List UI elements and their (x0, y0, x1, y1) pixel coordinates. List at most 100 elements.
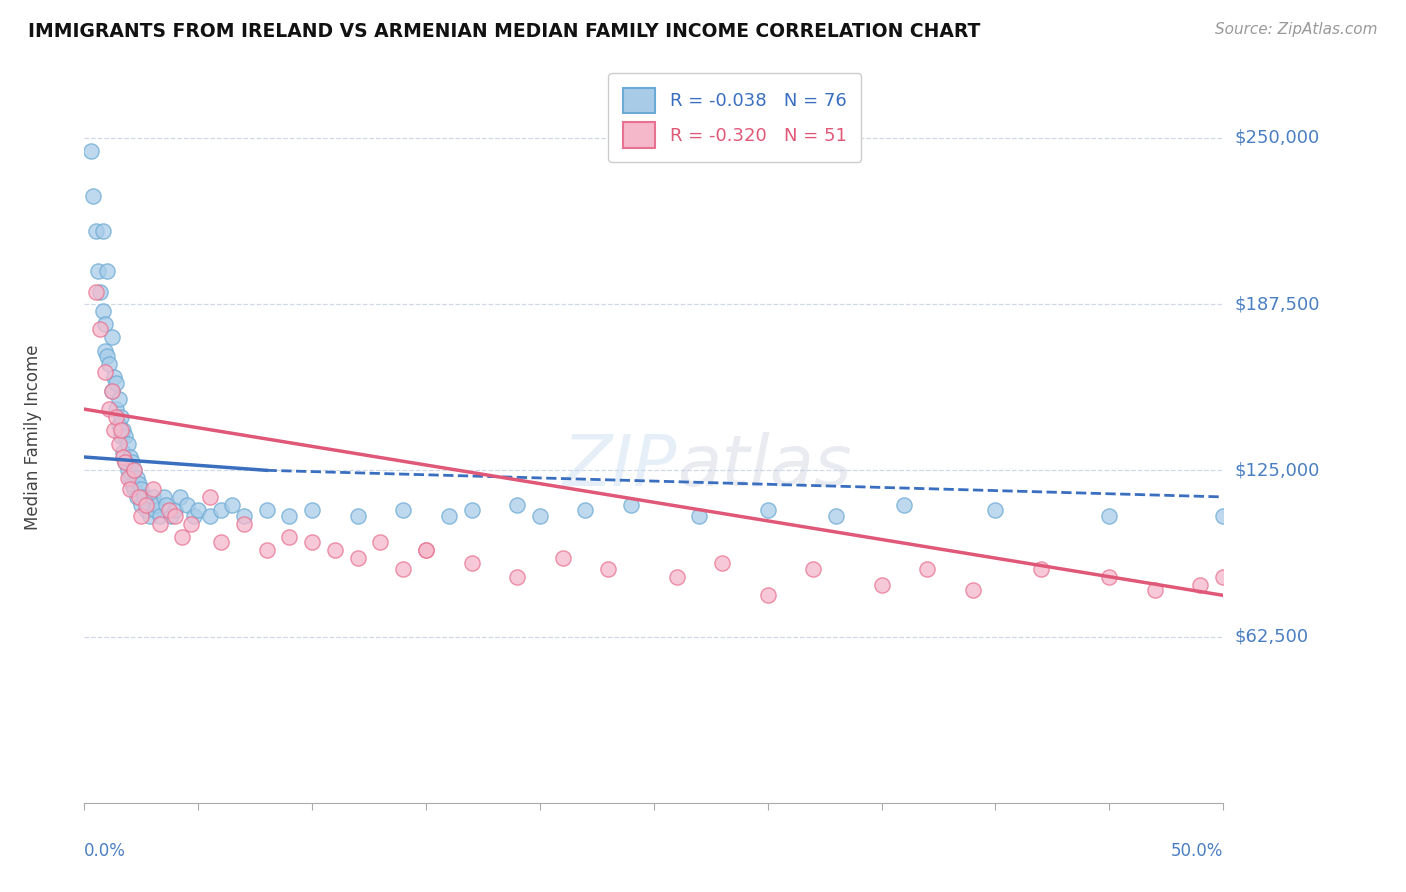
Point (301, 503, 323, 517)
Point (148, 516, 170, 531)
Point (415, 543, 437, 558)
Point (135, 503, 157, 517)
Point (392, 503, 415, 517)
Point (125, 471, 148, 485)
Point (529, 508, 551, 523)
Point (112, 424, 135, 438)
Point (82, 189, 104, 203)
Point (105, 402, 128, 417)
Point (370, 535, 392, 549)
Point (232, 516, 254, 531)
Point (121, 476, 143, 491)
Point (198, 490, 221, 504)
Point (256, 543, 278, 558)
Point (98, 402, 121, 417)
Text: Median Family Income: Median Family Income (24, 344, 42, 530)
Point (105, 410, 128, 425)
Point (415, 543, 437, 558)
Point (114, 455, 136, 469)
Point (112, 444, 135, 458)
Point (142, 490, 165, 504)
Point (915, 562, 938, 576)
Point (80, 144, 103, 158)
Text: $187,500: $187,500 (1234, 295, 1320, 313)
Point (91, 224, 114, 238)
Point (1143, 582, 1166, 597)
Point (131, 498, 153, 512)
Point (180, 516, 202, 531)
Point (165, 503, 187, 517)
Point (128, 490, 150, 504)
Point (112, 450, 135, 464)
Point (153, 490, 176, 504)
Point (124, 482, 146, 496)
Point (87, 264, 110, 278)
Point (756, 503, 779, 517)
Point (96, 264, 118, 278)
Point (124, 463, 146, 477)
Text: atlas: atlas (676, 432, 851, 500)
Point (232, 508, 254, 523)
Point (100, 384, 122, 398)
Point (893, 498, 915, 512)
Point (117, 463, 139, 477)
Point (117, 436, 139, 450)
Point (94, 317, 117, 331)
Point (107, 418, 129, 433)
Point (131, 482, 153, 496)
Point (131, 508, 153, 523)
Point (107, 436, 129, 450)
Point (256, 503, 278, 517)
Point (711, 557, 734, 571)
Point (346, 508, 368, 523)
Point (84, 285, 107, 299)
Point (107, 392, 129, 406)
Point (437, 508, 460, 523)
Point (132, 490, 155, 504)
Point (346, 551, 368, 566)
Point (870, 577, 893, 591)
Point (688, 508, 710, 523)
Point (574, 503, 596, 517)
Point (124, 463, 146, 477)
Point (278, 530, 301, 544)
Point (506, 498, 529, 512)
Point (96, 349, 118, 363)
Point (665, 570, 688, 584)
Point (155, 498, 177, 512)
Point (89, 322, 111, 336)
Point (984, 503, 1007, 517)
Point (94, 365, 117, 379)
Point (183, 508, 205, 523)
Point (176, 498, 198, 512)
Point (105, 376, 128, 390)
Point (148, 508, 170, 523)
Point (146, 498, 169, 512)
Point (98, 357, 121, 371)
Point (278, 508, 301, 523)
Text: $62,500: $62,500 (1234, 628, 1309, 646)
Point (157, 503, 180, 517)
Text: IMMIGRANTS FROM IRELAND VS ARMENIAN MEDIAN FAMILY INCOME CORRELATION CHART: IMMIGRANTS FROM IRELAND VS ARMENIAN MEDI… (28, 22, 980, 41)
Text: ZIP: ZIP (562, 432, 676, 500)
Text: 50.0%: 50.0% (1171, 842, 1223, 860)
Point (94, 343, 117, 358)
Point (323, 543, 346, 558)
Point (825, 508, 848, 523)
Point (1029, 562, 1052, 576)
Point (801, 562, 824, 576)
Point (1189, 577, 1212, 591)
Point (118, 482, 141, 496)
Point (110, 410, 132, 425)
Point (172, 530, 194, 544)
Point (142, 482, 165, 496)
Point (392, 562, 415, 576)
Point (187, 503, 209, 517)
Text: Source: ZipAtlas.com: Source: ZipAtlas.com (1215, 22, 1378, 37)
Point (1098, 508, 1121, 523)
Point (139, 508, 162, 523)
Point (103, 370, 125, 384)
Point (460, 557, 482, 571)
Point (91, 303, 114, 318)
Point (89, 285, 111, 299)
